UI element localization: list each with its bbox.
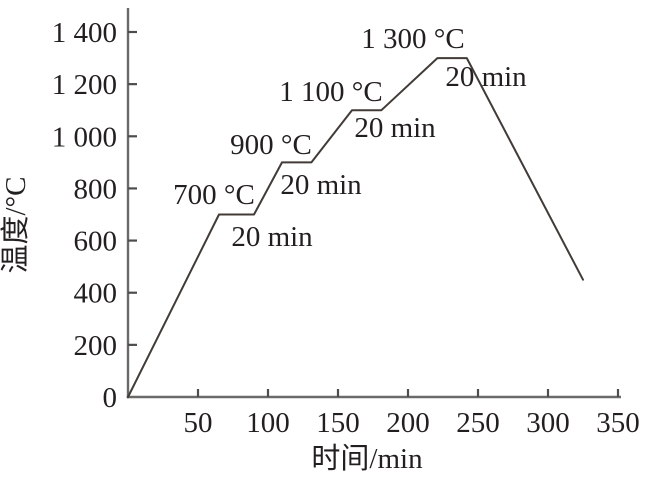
annotation-label: 20 min [445, 61, 527, 93]
x-axis-title: 时间/min [311, 442, 423, 475]
annotation-label: 1 100 °C [279, 76, 382, 108]
y-tick-label: 800 [74, 173, 118, 205]
y-tick-label: 1 000 [52, 121, 117, 153]
temperature-profile-line [127, 57, 584, 398]
x-tick-label: 150 [316, 407, 360, 439]
x-tick-label: 250 [456, 407, 500, 439]
y-tick-label: 0 [103, 382, 118, 414]
annotation-label: 1 300 °C [361, 23, 464, 55]
y-tick-label: 1 400 [52, 17, 117, 49]
y-axis-title: 温度/°C [0, 177, 32, 274]
annotation-label: 900 °C [230, 129, 312, 161]
annotation-label: 700 °C [173, 179, 255, 211]
x-tick-label: 350 [596, 407, 640, 439]
y-tick-label: 600 [74, 226, 118, 258]
x-tick-label: 200 [386, 407, 430, 439]
y-tick-label: 400 [74, 278, 118, 310]
annotation-label: 20 min [231, 221, 313, 253]
y-tick-label: 200 [74, 330, 118, 362]
annotation-label: 20 min [280, 169, 362, 201]
annotation-label: 20 min [354, 112, 436, 144]
y-tick-label: 1 200 [52, 69, 117, 101]
x-tick-label: 300 [526, 407, 570, 439]
x-tick-label: 50 [184, 407, 213, 439]
x-tick-label: 100 [246, 407, 290, 439]
